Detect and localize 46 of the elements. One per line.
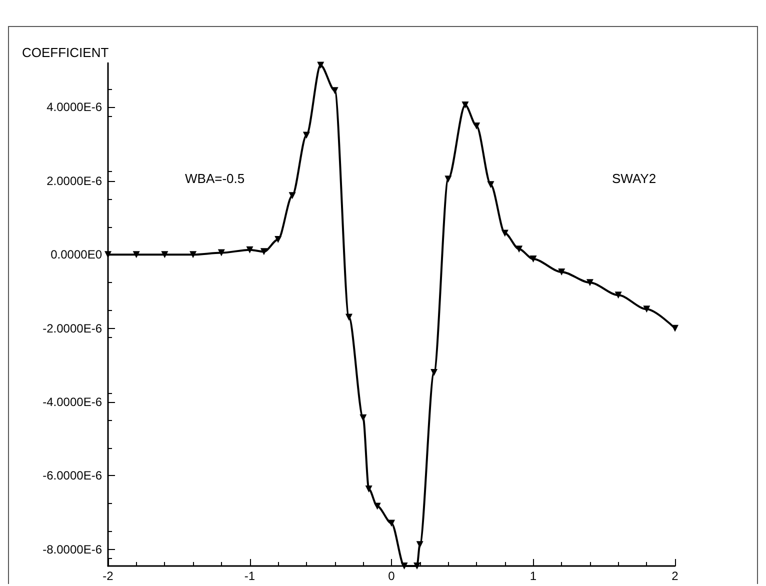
point — [260, 248, 268, 256]
point — [132, 251, 140, 258]
point — [586, 279, 594, 286]
annotation: WBA=-0.5 — [185, 171, 245, 186]
point — [246, 246, 254, 254]
point — [360, 414, 367, 422]
y-tick-label: 0.0000E0 — [50, 248, 102, 262]
point — [530, 256, 537, 263]
point — [614, 292, 622, 299]
y-tick-label: -2.0000E-6 — [42, 321, 102, 336]
point — [161, 251, 168, 258]
point — [473, 122, 480, 130]
y-axis-title: COEFFICIENT — [22, 45, 109, 60]
point — [302, 132, 310, 139]
point — [274, 236, 282, 244]
point — [444, 176, 452, 183]
point — [416, 541, 424, 548]
point — [516, 246, 523, 253]
point — [643, 306, 650, 313]
x-tick-label: 2 — [672, 569, 679, 583]
point — [430, 369, 438, 376]
point — [672, 324, 678, 332]
x-tick-label: 0 — [388, 569, 396, 583]
y-tick-label: -8.0000E-6 — [42, 542, 102, 556]
x-tick-label: -2 — [102, 569, 114, 583]
point — [558, 268, 566, 276]
y-tick-label: 4.0000E-6 — [46, 100, 102, 114]
y-tick-label: -6.0000E-6 — [42, 468, 102, 483]
point — [414, 562, 421, 570]
point — [317, 62, 324, 69]
point — [462, 102, 469, 109]
point — [388, 520, 395, 527]
point — [345, 314, 352, 321]
x-tick-label: -1 — [244, 569, 256, 583]
y-tick-label: -4.0000E-6 — [42, 395, 102, 410]
point — [501, 230, 508, 237]
x-tick-label: 1 — [530, 569, 537, 583]
point — [400, 562, 408, 570]
point — [288, 192, 296, 200]
annotation: SWAY2 — [612, 171, 656, 186]
y-tick-label: 2.0000E-6 — [46, 174, 102, 188]
point — [218, 249, 225, 256]
point — [487, 181, 494, 188]
point — [365, 485, 372, 492]
point — [374, 502, 381, 510]
point — [190, 251, 197, 258]
